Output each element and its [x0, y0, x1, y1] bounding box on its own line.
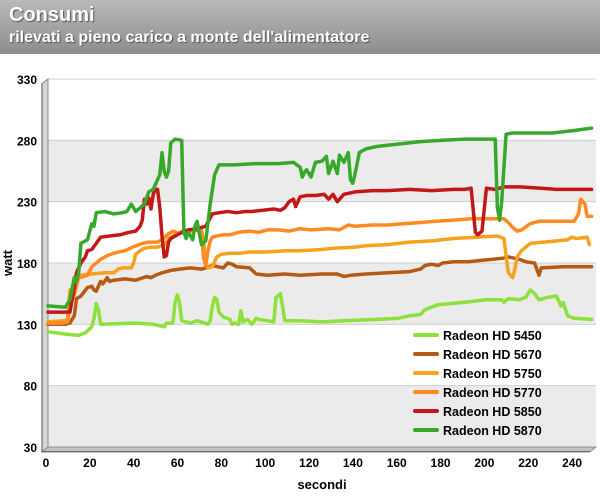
- x-tick-label: 80: [215, 456, 229, 470]
- y-tick-label: 230: [17, 196, 37, 210]
- x-tick-label: 120: [299, 456, 319, 470]
- x-tick-label: 240: [562, 456, 582, 470]
- chart-title: Consumi: [9, 4, 95, 26]
- legend-label: Radeon HD 5450: [443, 329, 542, 343]
- x-tick-label: 220: [518, 456, 538, 470]
- x-tick-label: 100: [255, 456, 275, 470]
- plot-floor: [40, 446, 598, 453]
- x-axis-title: secondi: [297, 477, 346, 492]
- y-tick-label: 80: [24, 380, 38, 394]
- x-tick-label: 180: [431, 456, 451, 470]
- legend-label: Radeon HD 5850: [443, 405, 542, 419]
- x-tick-label: 60: [171, 456, 185, 470]
- x-tick-label: 140: [343, 456, 363, 470]
- plot-band: [48, 140, 596, 202]
- y-tick-label: 130: [17, 318, 37, 332]
- series-line-3: [46, 226, 592, 324]
- y-tick-label: 30: [24, 441, 38, 455]
- legend-label: Radeon HD 5770: [443, 386, 542, 400]
- legend-label: Radeon HD 5870: [443, 424, 542, 438]
- series-line-2: [46, 255, 594, 327]
- y-tick-label: 330: [17, 73, 37, 87]
- y-axis-title: watt: [0, 249, 15, 277]
- series-line-1: [46, 288, 594, 338]
- chart-subtitle: rilevati a pieno carico a monte dell'ali…: [9, 29, 370, 46]
- x-tick-label: 40: [127, 456, 141, 470]
- series-line-5: [46, 185, 594, 314]
- plot-band: [48, 385, 596, 447]
- legend-label: Radeon HD 5670: [443, 348, 542, 362]
- x-tick-label: 0: [43, 456, 50, 470]
- series-line-4: [46, 197, 594, 325]
- chart-header: Consumi rilevati a pieno carico a monte …: [0, 0, 600, 54]
- y-tick-label: 280: [17, 134, 37, 148]
- x-tick-label: 160: [387, 456, 407, 470]
- legend-label: Radeon HD 5750: [443, 367, 542, 381]
- x-tick-label: 200: [474, 456, 494, 470]
- plot-left-wall: [41, 77, 49, 453]
- series-line-6: [46, 126, 594, 309]
- y-tick-label: 180: [17, 257, 37, 271]
- x-tick-label: 20: [83, 456, 97, 470]
